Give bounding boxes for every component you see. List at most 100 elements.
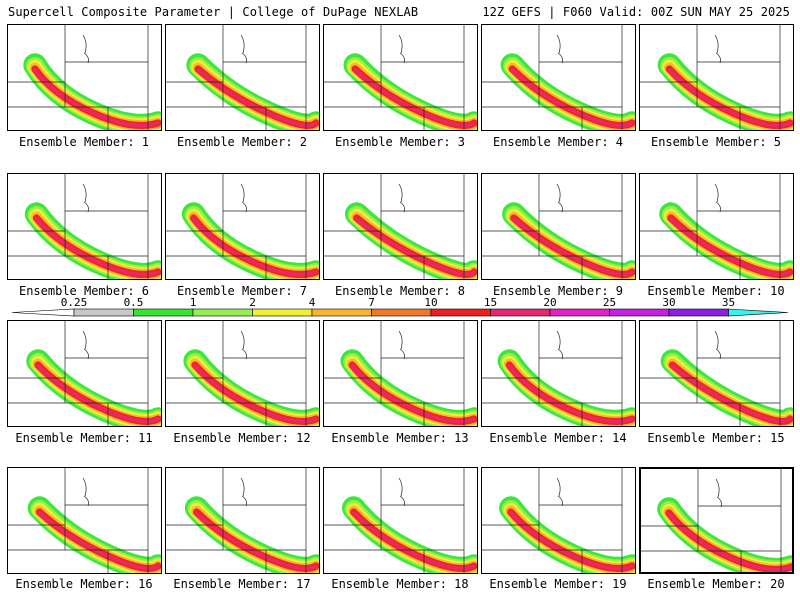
state-borders bbox=[8, 174, 149, 279]
colorbar-tick-label: 0.5 bbox=[124, 296, 144, 309]
member-label-17: Ensemble Member: 17 bbox=[173, 577, 311, 591]
scp-shading bbox=[24, 202, 161, 279]
scp-shading bbox=[660, 349, 793, 426]
colorbar-arrow-high bbox=[728, 308, 789, 317]
member-label-12: Ensemble Member: 12 bbox=[173, 431, 311, 445]
member-map-13 bbox=[323, 320, 478, 427]
state-borders bbox=[324, 321, 465, 426]
colorbar-bin bbox=[549, 308, 610, 317]
scp-shading bbox=[340, 349, 477, 426]
colorbar-tick-label: 7 bbox=[368, 296, 375, 309]
member-label-18: Ensemble Member: 18 bbox=[331, 577, 469, 591]
colorbar-tick-label: 1 bbox=[190, 296, 197, 309]
colorbar-bin bbox=[609, 308, 670, 317]
scp-shading bbox=[184, 496, 319, 573]
member-label-9: Ensemble Member: 9 bbox=[492, 284, 624, 298]
member-map-5 bbox=[639, 24, 794, 131]
member-map-14 bbox=[481, 320, 636, 427]
member-map-16 bbox=[7, 467, 162, 574]
member-label-13: Ensemble Member: 13 bbox=[331, 431, 469, 445]
scp-shading bbox=[497, 349, 635, 426]
member-map-9 bbox=[481, 173, 636, 280]
colorbar-tick-label: 25 bbox=[603, 296, 616, 309]
member-label-2: Ensemble Member: 2 bbox=[176, 135, 308, 149]
colorbar-tick-label: 2 bbox=[249, 296, 256, 309]
colorbar-tick-label: 30 bbox=[662, 296, 675, 309]
state-borders bbox=[8, 321, 149, 426]
state-borders bbox=[8, 25, 149, 130]
colorbar-tick-label: 0.25 bbox=[61, 296, 88, 309]
member-label-15: Ensemble Member: 15 bbox=[647, 431, 785, 445]
state-borders bbox=[482, 174, 623, 279]
member-label-8: Ensemble Member: 8 bbox=[334, 284, 466, 298]
member-map-1 bbox=[7, 24, 162, 131]
member-map-4 bbox=[481, 24, 636, 131]
member-map-6 bbox=[7, 173, 162, 280]
scp-shading bbox=[23, 53, 161, 130]
map-title: Supercell Composite Parameter | College … bbox=[8, 5, 419, 19]
state-borders bbox=[640, 25, 781, 130]
member-map-8 bbox=[323, 173, 478, 280]
state-borders bbox=[166, 25, 307, 130]
state-borders bbox=[324, 174, 465, 279]
member-label-7: Ensemble Member: 7 bbox=[176, 284, 308, 298]
colorbar-bin bbox=[252, 308, 313, 317]
colorbar-tick-label: 4 bbox=[309, 296, 316, 309]
state-borders bbox=[324, 25, 465, 130]
state-borders bbox=[482, 25, 623, 130]
member-map-17 bbox=[165, 467, 320, 574]
member-map-20 bbox=[639, 467, 794, 574]
state-borders bbox=[640, 321, 781, 426]
member-map-15 bbox=[639, 320, 794, 427]
scp-shading bbox=[26, 349, 161, 426]
scp-shading bbox=[499, 496, 635, 573]
member-map-12 bbox=[165, 320, 320, 427]
scp-shading bbox=[500, 53, 635, 130]
colorbar-bin bbox=[490, 308, 551, 317]
member-label-19: Ensemble Member: 19 bbox=[489, 577, 627, 591]
member-label-11: Ensemble Member: 11 bbox=[15, 431, 153, 445]
member-label-3: Ensemble Member: 3 bbox=[334, 135, 466, 149]
member-label-5: Ensemble Member: 5 bbox=[650, 135, 782, 149]
member-map-3 bbox=[323, 24, 478, 131]
colorbar-bin bbox=[192, 308, 253, 317]
member-map-7 bbox=[165, 173, 320, 280]
state-borders bbox=[166, 174, 307, 279]
scp-shading bbox=[345, 202, 477, 279]
scp-shading bbox=[27, 496, 161, 573]
colorbar-tick-label: 35 bbox=[722, 296, 735, 309]
member-label-14: Ensemble Member: 14 bbox=[489, 431, 627, 445]
state-borders bbox=[641, 469, 782, 572]
colorbar-bin bbox=[133, 308, 194, 317]
scp-shading bbox=[657, 53, 793, 130]
member-map-11 bbox=[7, 320, 162, 427]
state-borders bbox=[166, 321, 307, 426]
member-label-16: Ensemble Member: 16 bbox=[15, 577, 153, 591]
colorbar-bin bbox=[73, 308, 134, 317]
state-borders bbox=[324, 468, 465, 573]
member-label-20: Ensemble Member: 20 bbox=[647, 577, 785, 591]
colorbar-arrow-low bbox=[11, 308, 75, 317]
state-borders bbox=[482, 468, 623, 573]
member-label-10: Ensemble Member: 10 bbox=[647, 284, 785, 298]
scp-shading bbox=[342, 496, 477, 573]
colorbar-tick-label: 10 bbox=[424, 296, 437, 309]
scp-shading bbox=[183, 349, 319, 426]
scp-shading bbox=[657, 497, 792, 572]
colorbar-bin bbox=[430, 308, 491, 317]
run-valid-time: 12Z GEFS | F060 Valid: 00Z SUN MAY 25 20… bbox=[482, 5, 790, 19]
member-map-19 bbox=[481, 467, 636, 574]
member-map-2 bbox=[165, 24, 320, 131]
member-label-4: Ensemble Member: 4 bbox=[492, 135, 624, 149]
colorbar-bin bbox=[668, 308, 729, 317]
state-borders bbox=[8, 468, 149, 573]
scp-shading bbox=[186, 53, 319, 130]
scp-shading bbox=[502, 202, 635, 279]
state-borders bbox=[640, 174, 781, 279]
colorbar-tick-label: 20 bbox=[543, 296, 556, 309]
member-label-1: Ensemble Member: 1 bbox=[18, 135, 150, 149]
colorbar-bin bbox=[311, 308, 372, 317]
scp-shading bbox=[181, 202, 319, 279]
colorbar-tick-label: 15 bbox=[484, 296, 497, 309]
member-label-6: Ensemble Member: 6 bbox=[18, 284, 150, 298]
